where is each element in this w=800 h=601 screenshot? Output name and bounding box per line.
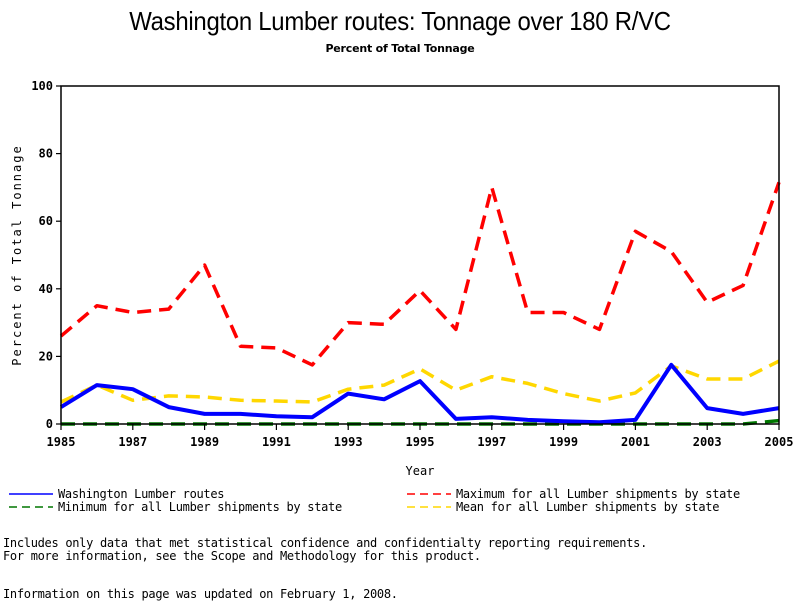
- legend-item: Minimum for all Lumber shipments by stat…: [9, 500, 342, 514]
- y-axis: 0 20 40 60 80 100: [31, 79, 61, 431]
- legend-swatch-icon: [407, 502, 453, 512]
- y-tick-label: 20: [39, 349, 53, 363]
- series-line-washington-lumber-routes: [61, 365, 779, 422]
- legend-label: Mean for all Lumber shipments by state: [456, 500, 719, 514]
- legend-swatch-icon: [9, 489, 55, 499]
- y-axis-title: Percent of Total Tonnage: [10, 144, 24, 365]
- y-tick-label: 100: [31, 79, 53, 93]
- legend-label: Minimum for all Lumber shipments by stat…: [58, 500, 342, 514]
- x-tick-label: 2001: [621, 435, 650, 449]
- note-confidence: Includes only data that met statistical …: [3, 536, 647, 550]
- x-tick-label: 1993: [334, 435, 363, 449]
- x-tick-label: 1987: [118, 435, 147, 449]
- x-tick-label: 2005: [765, 435, 794, 449]
- legend-label: Maximum for all Lumber shipments by stat…: [456, 487, 740, 501]
- legend-label: Washington Lumber routes: [58, 487, 224, 501]
- series-layer: [61, 182, 779, 424]
- x-tick-label: 2003: [693, 435, 722, 449]
- x-axis-title: Year: [406, 464, 435, 478]
- series-line-maximum-for-all-lumber-shipments-by-state: [61, 182, 779, 365]
- x-tick-label: 1995: [406, 435, 435, 449]
- legend-swatch-icon: [9, 502, 55, 512]
- y-tick-label: 40: [39, 282, 53, 296]
- legend-swatch-icon: [407, 489, 453, 499]
- plot-frame: [61, 86, 779, 424]
- legend-item: Washington Lumber routes: [9, 487, 224, 501]
- note-methodology: For more information, see the Scope and …: [3, 549, 481, 563]
- x-tick-label: 1985: [47, 435, 76, 449]
- line-chart: 0 20 40 60 80 100 1985 1987 1989 1991 1993 1995 199…: [0, 0, 800, 480]
- x-axis: 1985 1987 1989 1991 1993 1995 1997 1999 2001 2003…: [47, 424, 794, 449]
- y-tick-label: 0: [46, 417, 53, 431]
- y-tick-label: 80: [39, 147, 53, 161]
- x-tick-label: 1989: [190, 435, 219, 449]
- note-updated: Information on this page was updated on …: [3, 587, 398, 601]
- x-tick-label: 1997: [477, 435, 506, 449]
- x-tick-label: 1999: [549, 435, 578, 449]
- x-tick-label: 1991: [262, 435, 291, 449]
- legend-item: Maximum for all Lumber shipments by stat…: [407, 487, 740, 501]
- y-tick-label: 60: [39, 214, 53, 228]
- legend-item: Mean for all Lumber shipments by state: [407, 500, 719, 514]
